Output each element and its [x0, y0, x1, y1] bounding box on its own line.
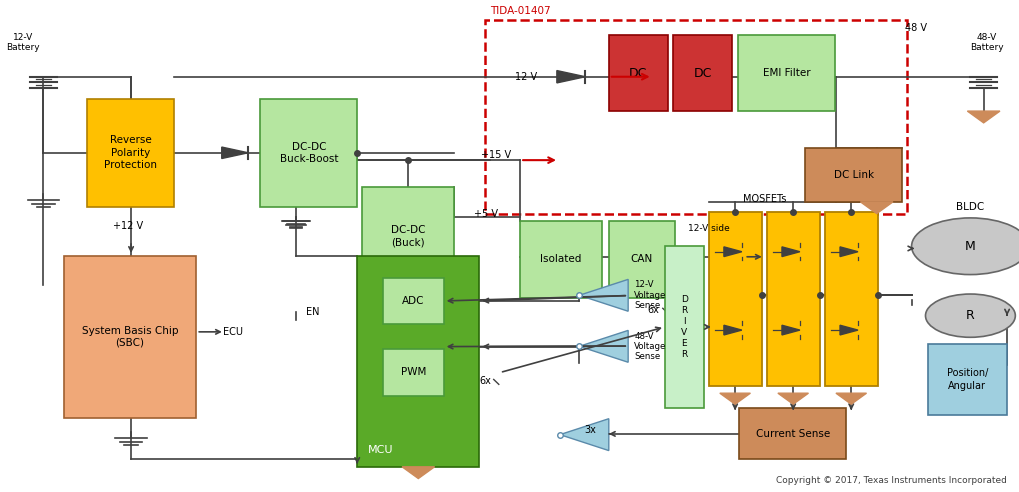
Bar: [824, 212, 877, 386]
Text: BLDC: BLDC: [956, 202, 983, 212]
Bar: [926, 344, 1006, 415]
Text: Position/
Angular: Position/ Angular: [946, 369, 987, 391]
Text: 12 V: 12 V: [515, 72, 537, 82]
Text: +12 V: +12 V: [113, 221, 143, 231]
Text: MOSFETs: MOSFETs: [742, 194, 786, 204]
Text: R: R: [965, 309, 974, 322]
Bar: [362, 187, 453, 285]
Polygon shape: [782, 325, 799, 335]
Text: M: M: [964, 240, 975, 253]
Polygon shape: [782, 247, 799, 256]
Bar: [484, 20, 906, 214]
Bar: [64, 256, 196, 418]
Text: 48 V: 48 V: [904, 23, 926, 32]
Bar: [673, 35, 732, 111]
Text: 12-V side: 12-V side: [688, 224, 730, 233]
Polygon shape: [401, 467, 434, 479]
Polygon shape: [836, 393, 866, 404]
Polygon shape: [840, 325, 857, 335]
Polygon shape: [723, 325, 741, 335]
Text: Reverse
Polarity
Protection: Reverse Polarity Protection: [104, 135, 157, 170]
Circle shape: [924, 294, 1014, 338]
Text: +5 V: +5 V: [474, 209, 498, 219]
Text: 12-V
Voltage
Sense: 12-V Voltage Sense: [634, 280, 666, 310]
Bar: [88, 99, 173, 207]
Polygon shape: [719, 393, 750, 404]
Text: 6x: 6x: [647, 305, 658, 315]
Text: MCU: MCU: [367, 444, 392, 455]
Text: 48-V
Voltage
Sense: 48-V Voltage Sense: [634, 332, 666, 362]
Bar: [608, 221, 675, 298]
Bar: [739, 408, 846, 460]
Bar: [766, 212, 819, 386]
Text: DC-DC
(Buck): DC-DC (Buck): [390, 225, 425, 247]
Circle shape: [911, 218, 1019, 275]
Text: EN: EN: [306, 307, 320, 317]
Text: +15 V: +15 V: [481, 150, 512, 160]
Bar: [708, 212, 761, 386]
Bar: [260, 99, 357, 207]
Text: 6x: 6x: [479, 376, 491, 386]
Polygon shape: [723, 247, 741, 256]
Text: TIDA-01407: TIDA-01407: [489, 6, 549, 16]
Polygon shape: [966, 111, 999, 123]
Text: 48-V
Battery: 48-V Battery: [969, 32, 1003, 52]
Polygon shape: [579, 331, 628, 362]
Bar: [664, 246, 703, 408]
Text: PWM: PWM: [400, 368, 426, 377]
Polygon shape: [840, 247, 857, 256]
Bar: [913, 216, 1019, 276]
Text: Current Sense: Current Sense: [755, 429, 829, 439]
Polygon shape: [556, 70, 585, 83]
Polygon shape: [559, 419, 608, 451]
Bar: [608, 35, 667, 111]
Bar: [382, 278, 443, 325]
Polygon shape: [860, 202, 892, 214]
Bar: [805, 148, 901, 202]
Text: Copyright © 2017, Texas Instruments Incorporated: Copyright © 2017, Texas Instruments Inco…: [775, 476, 1006, 486]
Text: DC: DC: [693, 66, 711, 80]
Text: 12-V
Battery: 12-V Battery: [6, 32, 40, 52]
Text: EMI Filter: EMI Filter: [762, 68, 809, 78]
Bar: [382, 349, 443, 396]
Bar: [520, 221, 601, 298]
Text: DC Link: DC Link: [833, 170, 873, 180]
Bar: [738, 35, 835, 111]
Text: ECU: ECU: [222, 327, 243, 337]
Text: DC: DC: [629, 66, 647, 80]
Text: Isolated: Isolated: [540, 254, 581, 265]
Bar: [357, 256, 479, 467]
Polygon shape: [777, 393, 808, 404]
Text: 3x: 3x: [584, 425, 596, 435]
Text: CAN: CAN: [630, 254, 652, 265]
Text: DC-DC
Buck-Boost: DC-DC Buck-Boost: [279, 142, 337, 164]
Text: ADC: ADC: [401, 296, 424, 306]
Text: D
R
I
V
E
R: D R I V E R: [680, 295, 687, 359]
Polygon shape: [221, 147, 248, 158]
Polygon shape: [579, 279, 628, 311]
Text: System Basis Chip
(SBC): System Basis Chip (SBC): [82, 326, 178, 348]
